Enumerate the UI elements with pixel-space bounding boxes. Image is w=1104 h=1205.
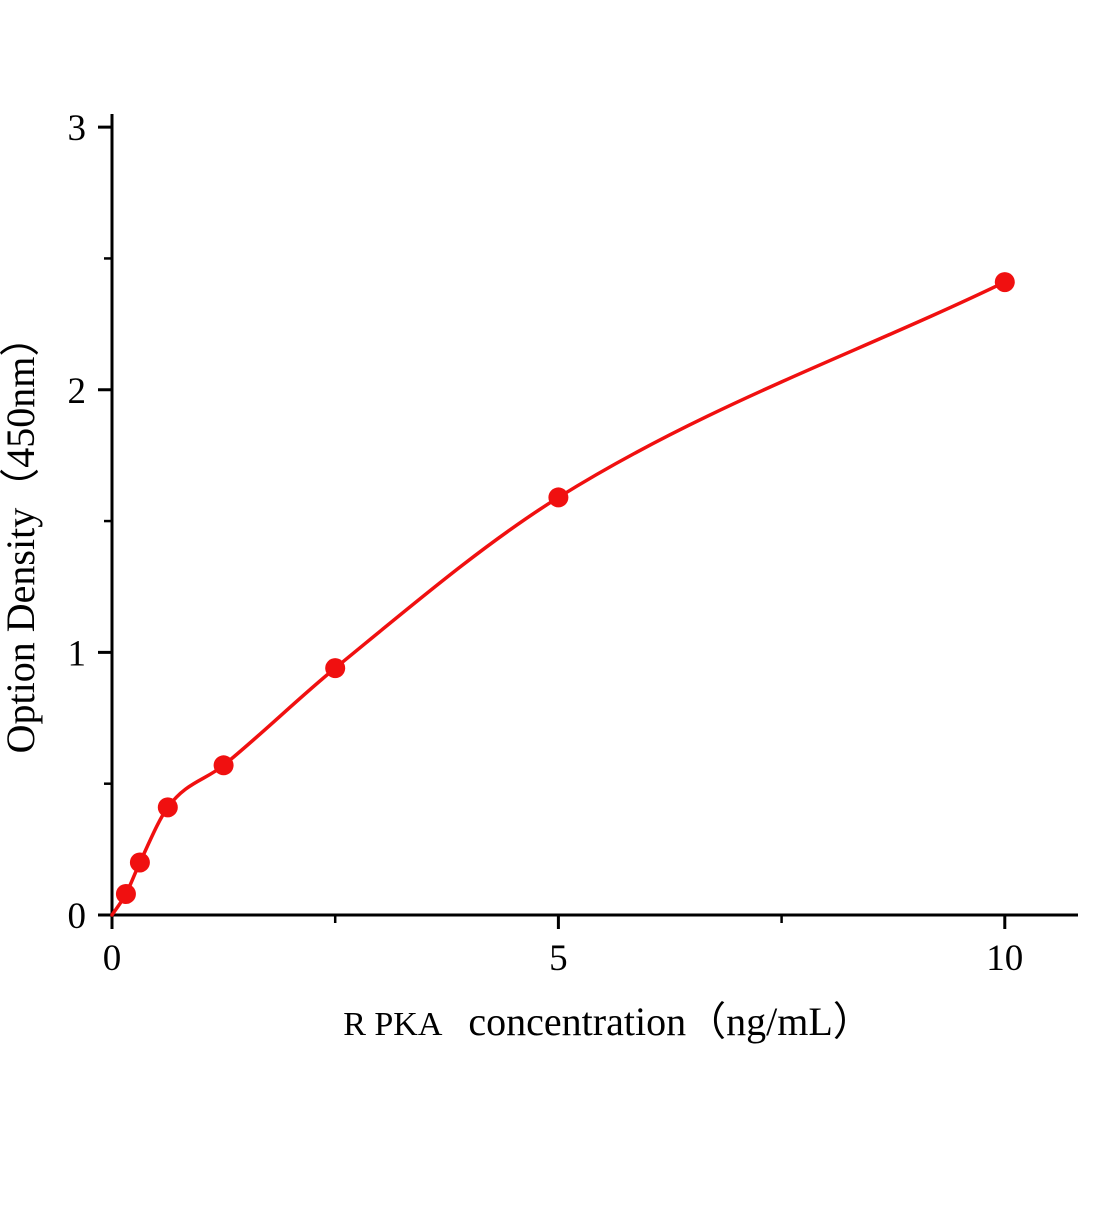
data-point xyxy=(157,797,178,818)
axes-layer xyxy=(110,114,1078,917)
data-point xyxy=(129,852,150,873)
y-tick-label: 3 xyxy=(68,108,87,149)
x-tick-label: 0 xyxy=(103,938,122,979)
x-tick-label: 10 xyxy=(986,938,1023,979)
fit-curve xyxy=(110,280,1007,917)
x-axis-label-rest: concentration（ng/mL） xyxy=(468,999,872,1044)
data-point xyxy=(994,272,1015,293)
y-tick-label: 0 xyxy=(68,896,87,937)
y-tick-label: 2 xyxy=(68,371,87,412)
tick-layer: 0 5 10 0 1 2 3 xyxy=(68,108,1024,979)
data-point xyxy=(213,755,234,776)
y-tick-label: 1 xyxy=(68,633,87,674)
series-layer xyxy=(110,272,1015,917)
y-axis-label: Option Density（450nm） xyxy=(0,317,43,754)
data-point xyxy=(325,658,346,679)
x-tick-label: 5 xyxy=(549,938,568,979)
x-axis-label: R PKA concentration（ng/mL） xyxy=(343,999,873,1044)
data-point xyxy=(548,487,569,508)
x-axis-label-prefix: R PKA xyxy=(343,1006,443,1043)
data-point xyxy=(115,883,136,904)
